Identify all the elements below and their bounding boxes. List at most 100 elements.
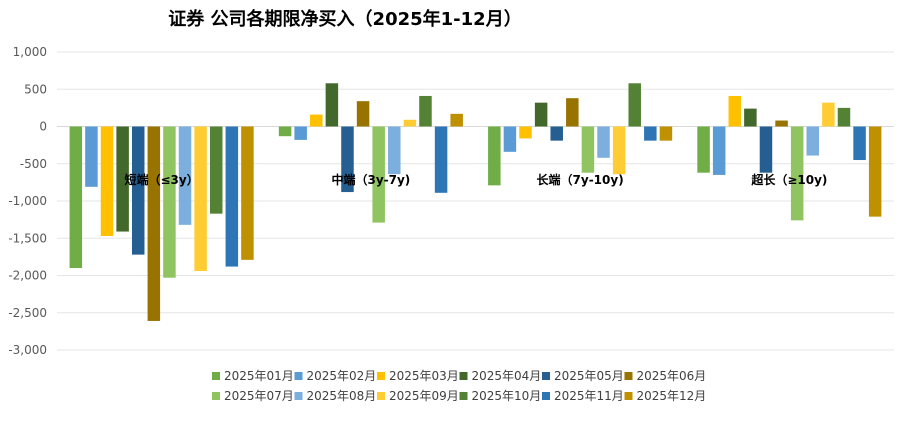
bar: [178, 126, 192, 225]
legend-item: 2025年07月: [212, 389, 294, 403]
bar: [341, 126, 354, 193]
bar: [775, 120, 788, 127]
legend-swatch: [459, 372, 468, 380]
bar: [294, 126, 307, 140]
legend-label: 2025年04月: [472, 369, 542, 383]
legend-label: 2025年05月: [554, 369, 624, 383]
legend-swatch: [294, 372, 303, 380]
bar: [659, 126, 673, 141]
bar: [822, 102, 835, 127]
legend-label: 2025年03月: [389, 369, 459, 383]
legend-item: 2025年01月: [212, 369, 294, 383]
bar: [403, 119, 417, 127]
bar: [131, 126, 145, 255]
bar: [550, 126, 563, 141]
bar: [837, 107, 851, 127]
bar: [712, 126, 726, 175]
bar: [519, 126, 532, 139]
legend-item: 2025年09月: [377, 389, 459, 403]
legend-label: 2025年01月: [224, 369, 294, 383]
y-axis: 1,000 500 0 -500 -1,000 -1,500 -2,000 -2,500 -3,…: [8, 45, 47, 357]
legend-item: 2025年08月: [294, 389, 377, 403]
y-tick-label: 0: [39, 120, 47, 134]
legend-label: 2025年10月: [472, 389, 542, 403]
bar: [488, 126, 501, 186]
legend-label: 2025年06月: [637, 369, 707, 383]
legend-swatch: [212, 372, 220, 380]
y-tick-label: 1,000: [13, 45, 47, 59]
bar: [759, 126, 773, 173]
category-label: 中端（3y-7y): [331, 172, 410, 187]
bar: [868, 126, 882, 217]
bar: [241, 126, 254, 260]
legend-label: 2025年02月: [307, 369, 377, 383]
bar: [163, 126, 176, 278]
bar: [85, 126, 98, 187]
legend-swatch: [624, 372, 633, 380]
y-tick-label: -3,000: [8, 343, 47, 357]
legend-swatch: [377, 372, 385, 380]
bar: [853, 126, 866, 161]
bar: [356, 101, 370, 127]
legend-label: 2025年09月: [389, 389, 459, 403]
bar: [278, 126, 292, 137]
y-tick-label: -500: [20, 157, 47, 171]
y-tick-label: -2,000: [8, 269, 47, 283]
legend-swatch: [294, 392, 303, 400]
category-label: 长端（7y-10y): [537, 172, 624, 187]
bar: [388, 126, 401, 175]
bar: [116, 126, 129, 232]
y-tick-label: -1,500: [8, 231, 47, 245]
bars: [69, 83, 882, 321]
bar: [450, 113, 463, 127]
legend-item: 2025年05月: [542, 369, 624, 383]
legend-item: 2025年02月: [294, 369, 377, 383]
bar: [434, 126, 448, 193]
legend-label: 2025年11月: [554, 389, 624, 403]
bar: [697, 126, 710, 173]
legend-item: 2025年04月: [459, 369, 542, 383]
bar: [147, 126, 161, 321]
legend-swatch: [624, 392, 633, 400]
bar: [325, 83, 339, 127]
bar: [503, 126, 517, 152]
bar: [744, 108, 757, 127]
legend-label: 2025年08月: [307, 389, 377, 403]
legend-swatch: [459, 392, 468, 400]
legend-swatch: [542, 392, 550, 400]
bar: [310, 114, 323, 127]
bar: [209, 126, 223, 214]
legend-swatch: [542, 372, 550, 380]
bar: [419, 95, 432, 127]
bar: [372, 126, 385, 223]
bar: [644, 126, 657, 141]
bar: [728, 95, 742, 127]
legend-item: 2025年10月: [459, 389, 542, 403]
category-labels: 短端（≤3y） 中端（3y-7y) 长端（7y-10y) 超长（≥10y): [125, 172, 828, 187]
y-tick-label: -1,000: [8, 194, 47, 208]
bar: [225, 126, 239, 267]
bar: [628, 83, 641, 127]
bar: [100, 126, 114, 237]
legend-item: 2025年11月: [542, 389, 624, 403]
category-label: 短端（≤3y）: [125, 172, 199, 187]
bar: [806, 126, 820, 156]
legend: 2025年01月 2025年02月 2025年03月 2025年04月 2025年05月…: [212, 369, 706, 403]
bar: [69, 126, 83, 269]
legend-label: 2025年12月: [637, 389, 707, 403]
legend-label: 2025年07月: [224, 389, 294, 403]
legend-item: 2025年06月: [624, 369, 707, 383]
bar: [566, 98, 579, 127]
bar: [534, 102, 548, 127]
y-tick-label: 500: [24, 82, 47, 96]
legend-item: 2025年12月: [624, 389, 707, 403]
bar: [790, 126, 804, 221]
bar: [194, 126, 207, 272]
bar: [581, 126, 595, 173]
legend-item: 2025年03月: [377, 369, 459, 383]
category-label: 超长（≥10y): [750, 172, 827, 187]
bar: [597, 126, 610, 158]
legend-swatch: [377, 392, 385, 400]
bar: [612, 126, 626, 175]
